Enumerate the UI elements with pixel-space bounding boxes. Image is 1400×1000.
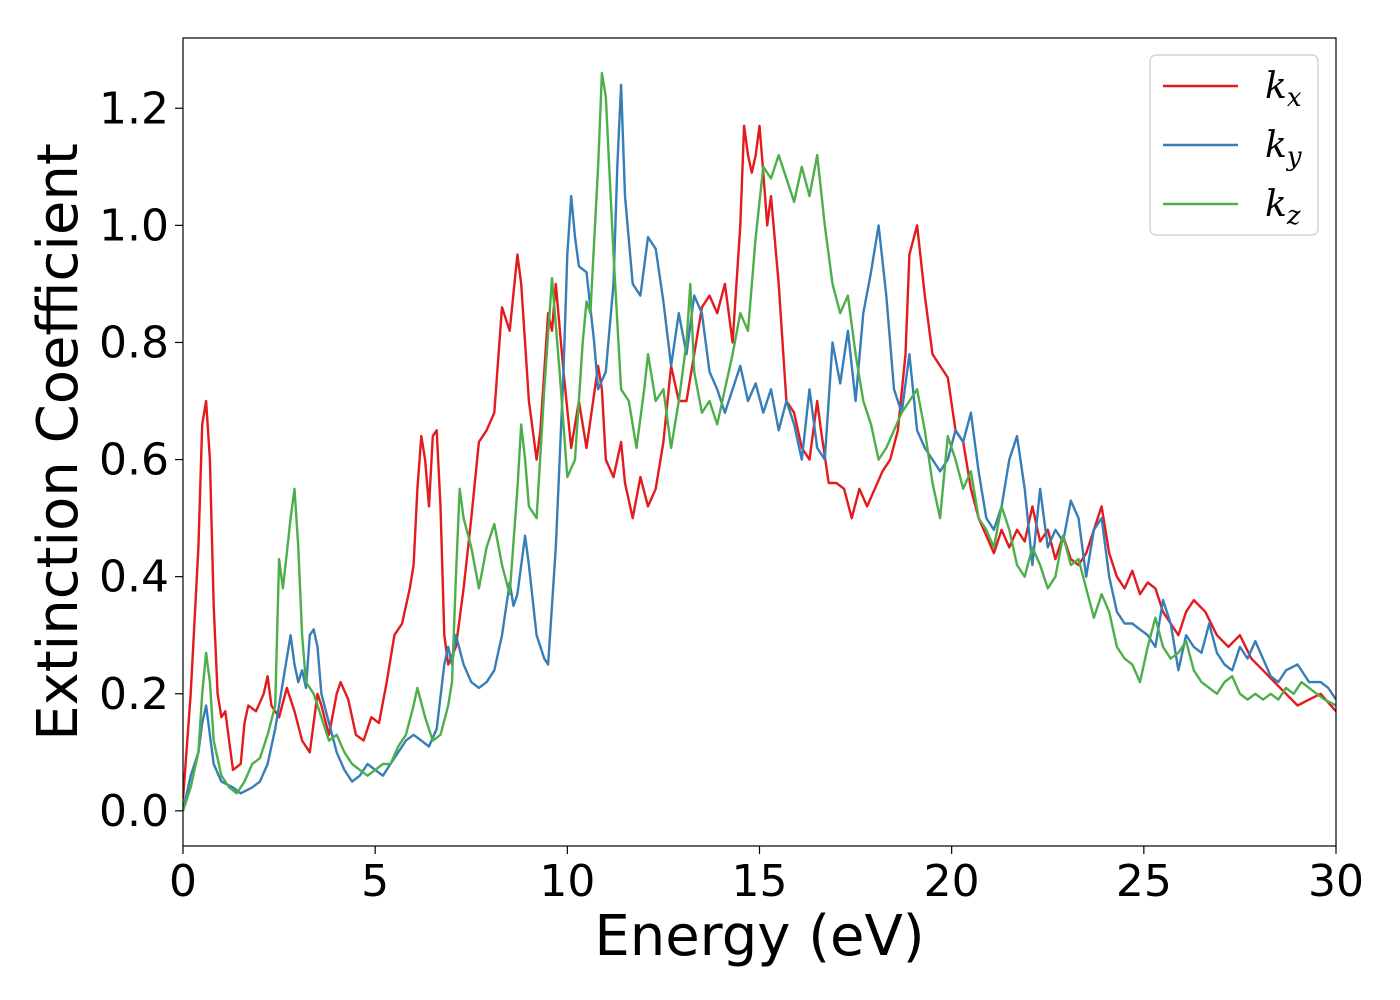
series-layer <box>183 71 1336 812</box>
series-line-y <box>183 83 1336 812</box>
y-tick-label: 1.2 <box>99 83 169 134</box>
y-tick-label: 0.4 <box>99 552 169 603</box>
y-axis: 0.0 0.2 0.4 0.6 0.8 1.0 1.2 <box>99 83 183 837</box>
y-tick-label: 0.2 <box>99 669 169 720</box>
legend: kx ky kz <box>1149 54 1319 236</box>
legend-entries: kx ky kz <box>1163 66 1302 231</box>
y-tick-label: 0.6 <box>99 435 169 486</box>
y-axis-title: Extinction Coefficient <box>26 143 91 741</box>
x-tick-label: 10 <box>539 856 595 907</box>
x-axis-title: Energy (eV) <box>594 904 924 969</box>
x-axis: 0 5 10 15 20 25 30 <box>169 846 1364 907</box>
y-tick-label: 0.8 <box>99 317 169 368</box>
x-tick-label: 25 <box>1116 856 1172 907</box>
x-tick-label: 15 <box>732 856 788 907</box>
legend-label-z: kz <box>1265 184 1301 231</box>
series-line-z <box>183 71 1336 812</box>
x-tick-label: 20 <box>924 856 980 907</box>
x-tick-label: 30 <box>1308 856 1364 907</box>
y-tick-label: 0.0 <box>99 786 169 837</box>
x-tick-label: 5 <box>361 856 389 907</box>
y-tick-label: 1.0 <box>99 200 169 251</box>
x-tick-label: 0 <box>169 856 197 907</box>
legend-label-x: kx <box>1265 66 1302 113</box>
legend-label-y: ky <box>1265 125 1302 172</box>
